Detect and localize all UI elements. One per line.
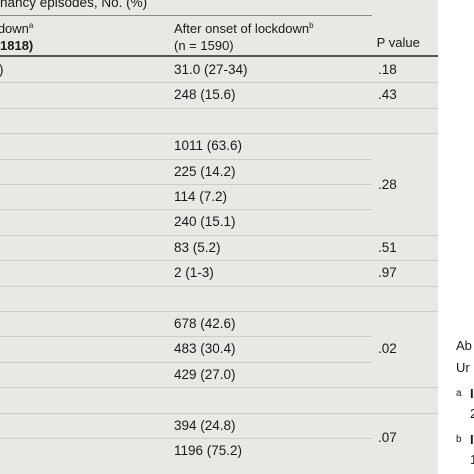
table-row: 15.3)240 (15.1) [0, 209, 438, 234]
footnote-a-text: I [470, 386, 474, 401]
row-divider [0, 336, 372, 338]
pvalue-header-label: P value [375, 35, 420, 50]
table-row [0, 387, 438, 412]
after-value-cell: 678 (42.6) [174, 316, 236, 331]
row-divider [0, 158, 372, 160]
after-header-line1: After onset of lockdown [174, 21, 310, 36]
pvalue-cell: .07 [378, 429, 397, 445]
row-divider [0, 387, 438, 389]
row-divider [0, 82, 438, 84]
header-bottom-rule [0, 55, 438, 57]
after-value-cell: 429 (27.0) [174, 366, 236, 382]
after-value-cell: 1196 (75.2) [174, 443, 243, 458]
table-row: (77.9)1196 (75.2) [0, 438, 438, 463]
table-row [0, 286, 438, 311]
column-group-header: nancy episodes, No. (%) [0, 0, 148, 10]
table-row: 7.1)114 (7.2).28 [0, 177, 438, 209]
after-value-cell: 225 (14.2) [174, 163, 236, 179]
before-header-line2: 1818) [0, 38, 34, 53]
pvalue-cell: .51 [378, 239, 397, 255]
before-value-cell: (27-34) [0, 61, 4, 78]
after-value-cell: 1011 (63.6) [174, 138, 243, 154]
before-lockdown-header: e onset of lockdowna 1818) [0, 17, 33, 54]
data-table: nancy episodes, No. (%) e onset of lockd… [0, 0, 438, 474]
table-row: 31.2)429 (27.0) [0, 362, 438, 387]
table-row: .7)83 (5.2).51 [0, 235, 438, 260]
row-divider [0, 209, 372, 211]
before-header-line1: e onset of lockdown [0, 21, 29, 36]
table-row: 14.6)248 (15.6).43 [0, 82, 438, 107]
pvalue-cell: .18 [378, 62, 397, 77]
footnote-b-text: I [470, 432, 474, 447]
row-divider [0, 133, 438, 135]
footnote-units: Ur [456, 360, 470, 375]
pvalue-cell: .97 [378, 265, 397, 281]
after-value-cell: 483 (30.4) [174, 341, 236, 357]
pvalue-cell: .43 [378, 87, 397, 103]
row-divider [0, 311, 438, 312]
footnote-abbreviations: Ab [456, 338, 472, 353]
table-row: 39.9)678 (42.6) [0, 311, 438, 336]
row-divider [0, 412, 438, 414]
table-row: (65.7)1011 (63.6) [0, 133, 438, 158]
row-divider [0, 285, 438, 287]
footnote-b-continued: 1 [470, 452, 474, 467]
footnote-a-continued: 2 [470, 406, 474, 421]
table-row [0, 108, 438, 133]
pvalue-cell: .02 [378, 341, 397, 357]
before-header-footnote-mark: a [28, 21, 34, 30]
after-value-cell: 240 (15.1) [174, 214, 236, 230]
pvalue-header: PP value [375, 34, 420, 51]
row-divider [0, 361, 372, 363]
table-row: 3)2 (1-3).97 [0, 260, 438, 285]
after-value-cell: 248 (15.6) [174, 87, 236, 103]
row-divider [0, 107, 438, 109]
table-row: (27-34) 31.0 (27-34) .18 [0, 57, 438, 82]
footnote-a-mark: a [456, 388, 462, 399]
footnote-b-mark: b [456, 434, 462, 445]
table-row: 11.9)225 (14.2) [0, 159, 438, 184]
after-header-footnote-mark: b [309, 21, 314, 30]
after-value-cell: 394 (24.8) [174, 417, 236, 433]
row-divider [0, 234, 438, 236]
after-value-cell: 31.0 (27-34) [174, 62, 248, 77]
header-divider [0, 15, 372, 16]
row-divider [0, 438, 372, 439]
row-divider [0, 260, 438, 262]
pvalue-cell: .28 [378, 177, 397, 192]
table-row: 22.1)394 (24.8).07 [0, 413, 438, 445]
after-header-line2: (n = 1590) [174, 38, 234, 53]
after-value-cell: 2 (1-3) [174, 265, 214, 281]
after-lockdown-header: After onset of lockdownb (n = 1590) [174, 17, 314, 54]
after-value-cell: 114 (7.2) [174, 189, 228, 204]
table-row: 28.9)483 (30.4).02 [0, 336, 438, 361]
after-value-cell: 83 (5.2) [174, 239, 221, 255]
row-divider [0, 184, 372, 185]
